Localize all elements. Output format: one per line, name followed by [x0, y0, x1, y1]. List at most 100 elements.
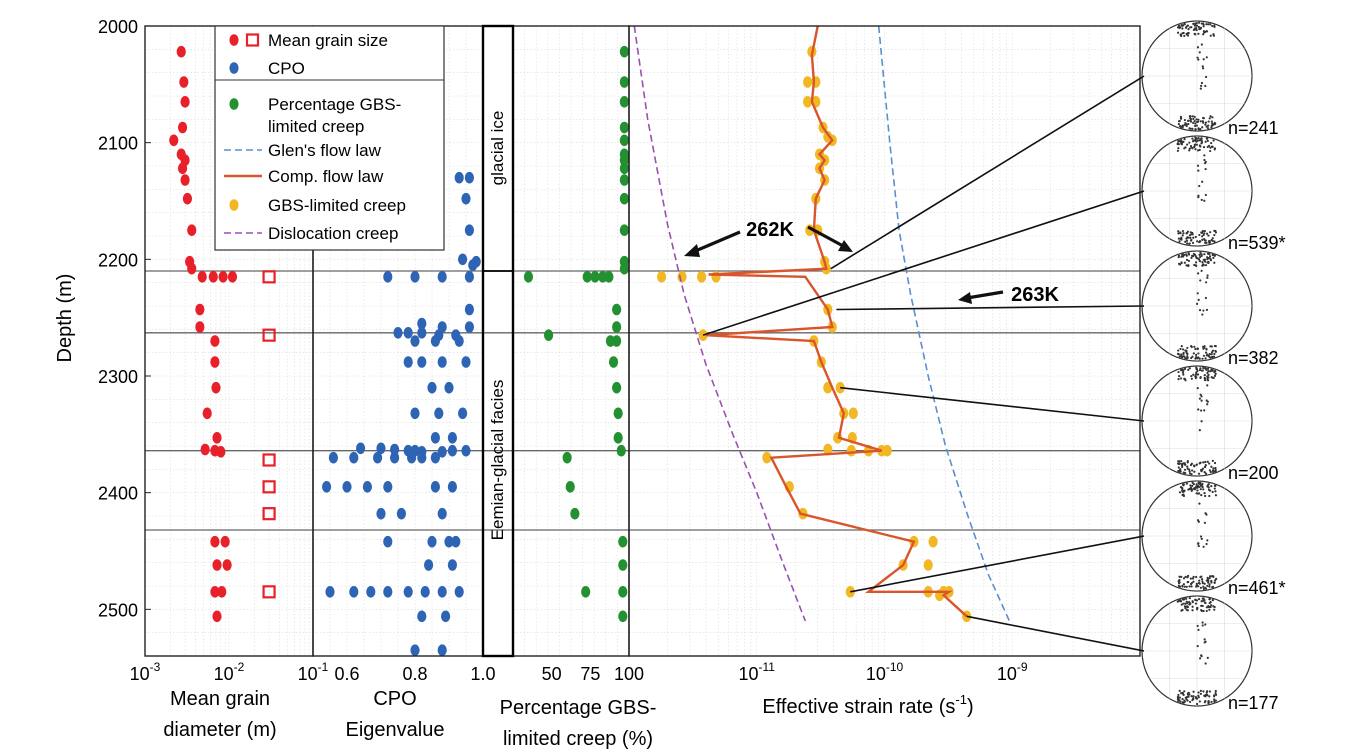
stereonet-point [1204, 693, 1207, 697]
stereonet-point [1187, 122, 1190, 126]
stereonet-point [1185, 585, 1188, 588]
stereonet-point [1196, 56, 1199, 59]
connector-line [836, 305, 1145, 311]
stereonet-point [1183, 261, 1186, 264]
stereonet-point [1210, 141, 1213, 145]
stereonet-count-label: n=382 [1228, 348, 1279, 368]
legend-label: CPO [268, 59, 305, 78]
stereonet-point [1202, 599, 1205, 602]
stereonet-point [1182, 598, 1186, 601]
stereonet-point [1204, 281, 1208, 284]
grain-data-point [197, 271, 207, 283]
stereonet-point [1195, 28, 1198, 32]
cpo-data-point [417, 451, 427, 464]
stereonet-point [1192, 236, 1195, 239]
stereonet-point [1199, 535, 1203, 538]
stereonet-point [1210, 353, 1213, 356]
stereonet-point [1198, 233, 1201, 237]
stereonet-point [1204, 465, 1207, 468]
stereonet-point [1198, 700, 1201, 703]
stereonet-point [1195, 585, 1198, 588]
cpo-data-point [430, 481, 440, 493]
grain-data-point [176, 45, 186, 58]
cpo-data-point [420, 586, 430, 598]
stereonet-point [1211, 239, 1214, 242]
stereonet-point [1205, 609, 1208, 613]
stereonet-point [1181, 124, 1184, 127]
stereonet-point [1183, 367, 1187, 371]
stereonet-point [1178, 689, 1181, 693]
grain-square-marker [262, 453, 276, 467]
stereonet-point [1206, 539, 1209, 542]
stereonet-point [1194, 139, 1197, 142]
stereonet-point [1202, 23, 1205, 26]
stereonet-point [1205, 691, 1208, 694]
strain-data-point [711, 271, 721, 283]
stereonet: n=461* [1141, 480, 1286, 598]
stereonet-point [1215, 577, 1218, 580]
stereonet-point [1188, 585, 1191, 588]
stereonet-point [1199, 27, 1202, 30]
stereonet-point [1178, 696, 1181, 699]
stereonet-point [1181, 371, 1185, 374]
data-layer [169, 25, 1011, 656]
stereonet-point [1214, 229, 1217, 233]
stereonet-point [1192, 352, 1195, 355]
stereonet-point [1202, 117, 1205, 120]
gbs-data-point [618, 610, 628, 623]
connector-line [840, 386, 1145, 422]
stereonet-point [1180, 238, 1183, 241]
annotations: 262K 263K [684, 75, 1145, 652]
stereonet-point [1204, 140, 1207, 143]
cpo-data-point [427, 535, 437, 548]
stereonet-point [1176, 695, 1180, 698]
cpo-xlabel-line2: Eigenvalue [346, 719, 445, 741]
cpo-data-point [437, 644, 447, 656]
stereonet-point [1198, 21, 1201, 24]
stereonet-point [1197, 597, 1201, 601]
stereonet-point [1183, 585, 1186, 588]
gbs-data-point [618, 559, 628, 571]
stereonet-point [1183, 147, 1186, 150]
stereonet-point [1201, 580, 1204, 583]
arrow-263k-head [958, 292, 972, 304]
stereonet-point [1190, 377, 1193, 380]
stereonet-point [1194, 602, 1198, 605]
stereonet-point [1188, 141, 1191, 144]
stereonet-point [1210, 376, 1213, 379]
strain-data-point [928, 535, 938, 548]
stereonet-point [1211, 253, 1214, 257]
stereonet-point [1201, 369, 1204, 372]
stereonet-point [1196, 644, 1199, 648]
stereonet-point [1197, 257, 1200, 261]
stereonet-point [1181, 234, 1184, 237]
stereonet-point [1202, 58, 1205, 61]
arrow-262k-right-head [838, 240, 853, 252]
stereonet-point [1189, 119, 1192, 122]
stereonet-point [1190, 582, 1193, 585]
stereonet-point [1197, 25, 1200, 29]
stereonet-point [1190, 356, 1193, 360]
stereonet-point [1214, 699, 1217, 702]
stereonet-point [1195, 353, 1198, 356]
stereonet-point [1196, 369, 1199, 373]
stereonet-point [1187, 119, 1190, 122]
stereonet-point [1177, 599, 1180, 602]
cpo-data-point [427, 381, 437, 394]
gbs-data-point [612, 321, 622, 333]
stereonet-point [1181, 368, 1184, 371]
cpo-data-point [349, 586, 359, 598]
stereonet-point [1196, 292, 1199, 295]
stereonet-point [1177, 232, 1180, 235]
cpo-data-point [366, 586, 376, 598]
stereonet-point [1176, 352, 1180, 355]
grain-square-marker [262, 480, 276, 494]
stereonet-point [1211, 469, 1215, 472]
stereonet-point [1207, 702, 1210, 705]
stereonet-point [1203, 641, 1206, 644]
grain-data-point [218, 271, 228, 283]
stereonet-point [1198, 260, 1202, 263]
stereonet-point [1180, 255, 1183, 258]
stereonet-point [1213, 352, 1216, 355]
cpo-data-point [403, 327, 413, 339]
